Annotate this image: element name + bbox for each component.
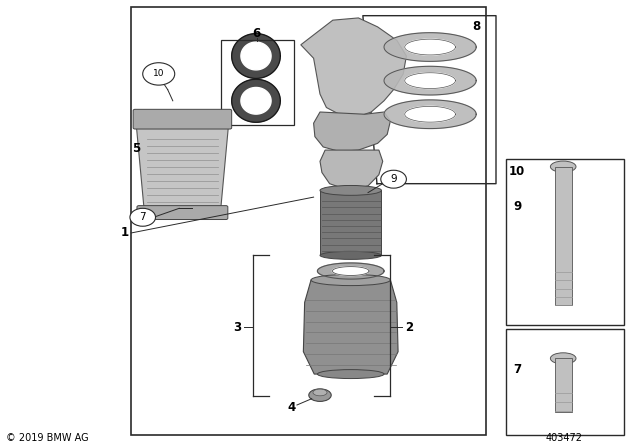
Polygon shape — [301, 18, 406, 116]
Text: 7: 7 — [140, 212, 146, 222]
Text: 3: 3 — [233, 320, 241, 334]
Ellipse shape — [550, 161, 576, 172]
Text: 8: 8 — [473, 20, 481, 34]
Text: 1: 1 — [121, 226, 129, 240]
Polygon shape — [332, 267, 369, 276]
Text: 5: 5 — [132, 142, 140, 155]
Bar — [506, 329, 624, 435]
Ellipse shape — [320, 185, 381, 195]
Polygon shape — [404, 39, 456, 55]
Text: 7: 7 — [513, 363, 521, 376]
Ellipse shape — [320, 251, 381, 259]
Text: 6: 6 — [253, 27, 260, 40]
Polygon shape — [384, 100, 476, 129]
Text: 9: 9 — [390, 174, 397, 184]
Bar — [131, 7, 486, 435]
Polygon shape — [404, 73, 456, 89]
Ellipse shape — [317, 370, 384, 379]
Polygon shape — [384, 66, 476, 95]
Polygon shape — [317, 263, 384, 279]
Polygon shape — [384, 33, 476, 61]
Bar — [221, 40, 294, 125]
Polygon shape — [404, 106, 456, 122]
Text: 2: 2 — [406, 320, 413, 334]
Polygon shape — [136, 125, 228, 208]
Polygon shape — [232, 79, 280, 122]
FancyBboxPatch shape — [137, 206, 228, 220]
Circle shape — [381, 170, 406, 188]
Circle shape — [130, 208, 156, 226]
Bar — [555, 167, 572, 305]
Text: 9: 9 — [513, 199, 521, 213]
Ellipse shape — [313, 389, 327, 396]
Ellipse shape — [311, 274, 390, 286]
Polygon shape — [241, 42, 271, 70]
Polygon shape — [232, 34, 280, 78]
Text: 4: 4 — [287, 401, 295, 414]
Polygon shape — [314, 112, 390, 151]
Circle shape — [143, 63, 175, 85]
Bar — [506, 159, 624, 325]
Ellipse shape — [309, 389, 332, 401]
Bar — [320, 190, 381, 255]
Polygon shape — [303, 280, 398, 374]
Text: 10: 10 — [153, 69, 164, 78]
Text: © 2019 BMW AG: © 2019 BMW AG — [6, 433, 89, 443]
Polygon shape — [241, 87, 271, 114]
Bar — [555, 358, 572, 412]
Text: 403472: 403472 — [546, 433, 583, 443]
Text: 10: 10 — [509, 164, 525, 178]
FancyBboxPatch shape — [133, 109, 232, 129]
Ellipse shape — [550, 353, 576, 364]
Polygon shape — [320, 150, 383, 189]
